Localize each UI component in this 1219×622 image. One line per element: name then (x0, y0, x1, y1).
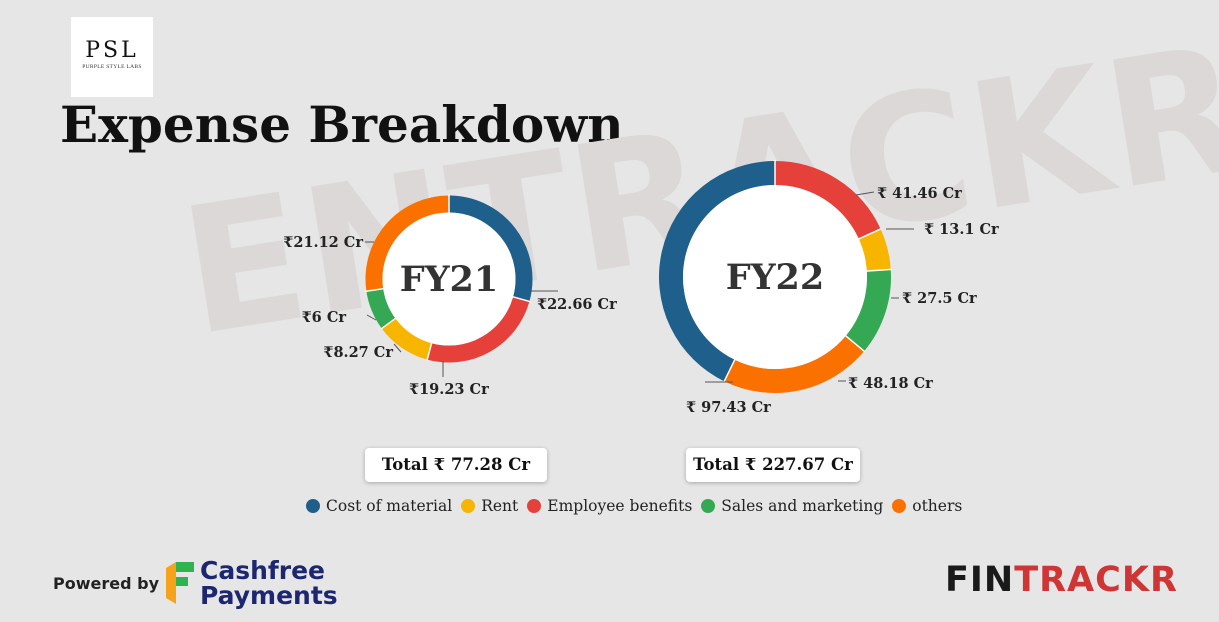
legend-swatch-employee-benefits (527, 499, 542, 513)
cashfree-wordmark: Cashfree Payments (200, 558, 338, 608)
fintrackr-logo-part-1: FIN (945, 560, 1015, 600)
legend-swatch-rent (461, 499, 476, 513)
fy21-leader-line-rent (393, 343, 402, 353)
legend-item-rent: Rent (461, 497, 518, 515)
fy22-slice-rent (858, 229, 891, 272)
legend-label-others: others (912, 497, 963, 515)
psl-logo-subtext: PURPLE STYLE LABS (82, 64, 142, 70)
fy22-data-label-cost-of-material: ₹ 97.43 Cr (686, 399, 771, 416)
fy21-data-label-sales-and-marketing: ₹6 Cr (302, 309, 347, 326)
fy22-slice-others (724, 335, 865, 393)
legend-label-rent: Rent (481, 497, 519, 515)
fy22-slice-separator (857, 227, 882, 241)
legend-label-sales-and-marketing: Sales and marketing (721, 497, 884, 515)
legend-swatch-others (892, 499, 907, 513)
fy22-leader-line-employee-benefits (855, 191, 875, 196)
fy22-slice-separator (844, 334, 866, 353)
fy21-slice-others (365, 195, 450, 292)
legend-item-cost-of-material: Cost of material (306, 497, 452, 515)
fy21-donut: FY21 ₹22.66 Cr ₹19.23 Cr ₹8.27 Cr ₹6 Cr ₹21.1… (283, 194, 617, 398)
fintrackr-logo: FINTRACKR (945, 560, 1178, 600)
legend-item-sales-and-marketing: Sales and marketing (701, 497, 883, 515)
psl-logo-text: PSL (85, 38, 139, 63)
fy21-slice-employee-benefits (427, 296, 530, 363)
fintrackr-logo-part-2: TRACKR (1014, 560, 1178, 600)
legend-label-cost-of-material: Cost of material (326, 497, 453, 515)
fy21-center-title: FY21 (400, 259, 499, 300)
page-title: Expense Breakdown (60, 95, 624, 154)
fy21-data-label-others: ₹21.12 Cr (283, 234, 363, 251)
fy22-data-label-rent: ₹ 13.1 Cr (924, 221, 999, 238)
legend-swatch-cost-of-material (306, 499, 320, 513)
powered-by-text: Powered by (53, 574, 159, 593)
fy22-data-label-employee-benefits: ₹ 41.46 Cr (877, 185, 962, 202)
fy22-data-label-others: ₹ 48.18 Cr (848, 375, 933, 392)
fy21-slice-cost-of-material (448, 195, 533, 302)
cashfree-line-2: Payments (200, 581, 338, 610)
fy22-center-title: FY22 (726, 257, 825, 298)
fy21-slice-separator (365, 287, 385, 293)
legend-swatch-sales-and-marketing (701, 499, 716, 513)
psl-logo: PSL PURPLE STYLE LABS (71, 17, 153, 97)
fy21-total-box: Total ₹ 77.28 Cr (365, 448, 547, 482)
legend: Cost of material Rent Employee benefits … (306, 497, 971, 515)
fy22-donut-center (683, 185, 867, 369)
legend-item-employee-benefits: Employee benefits (527, 497, 692, 515)
fy22-total-box: Total ₹ 227.67 Cr (686, 448, 860, 482)
fy22-data-label-sales-and-marketing: ₹ 27.5 Cr (902, 290, 977, 307)
cashfree-logo-icon (166, 562, 194, 604)
fy21-slice-separator (511, 295, 531, 303)
fy21-data-label-employee-benefits: ₹19.23 Cr (409, 381, 489, 398)
fy22-total-label: Total ₹ 227.67 Cr (693, 455, 853, 474)
fy21-total-label: Total ₹ 77.28 Cr (381, 455, 531, 474)
fy21-slice-sales-and-marketing (366, 288, 396, 329)
fy21-data-label-cost-of-material: ₹22.66 Cr (537, 296, 617, 313)
fy22-donut: FY22 ₹ 41.46 Cr ₹ 13.1 Cr ₹ 27.5 Cr ₹ 48.18 … (659, 160, 999, 416)
fy22-slice-separator (723, 358, 736, 383)
legend-label-employee-benefits: Employee benefits (547, 497, 693, 515)
legend-item-others: others (892, 497, 962, 515)
fy21-slice-separator (380, 317, 397, 330)
fy21-slice-rent (381, 318, 432, 360)
cashfree-line-1: Cashfree (200, 556, 326, 585)
fy21-slice-separator (426, 342, 433, 361)
fy22-slice-sales-and-marketing (845, 269, 891, 352)
fy21-data-label-rent: ₹8.27 Cr (323, 344, 393, 361)
fy21-donut-center (382, 212, 516, 346)
fy21-leader-line-sales-and-marketing (366, 314, 377, 321)
fy22-slice-employee-benefits (774, 161, 881, 240)
fy22-slice-cost-of-material (659, 161, 776, 382)
fy22-slice-separator (865, 268, 892, 272)
